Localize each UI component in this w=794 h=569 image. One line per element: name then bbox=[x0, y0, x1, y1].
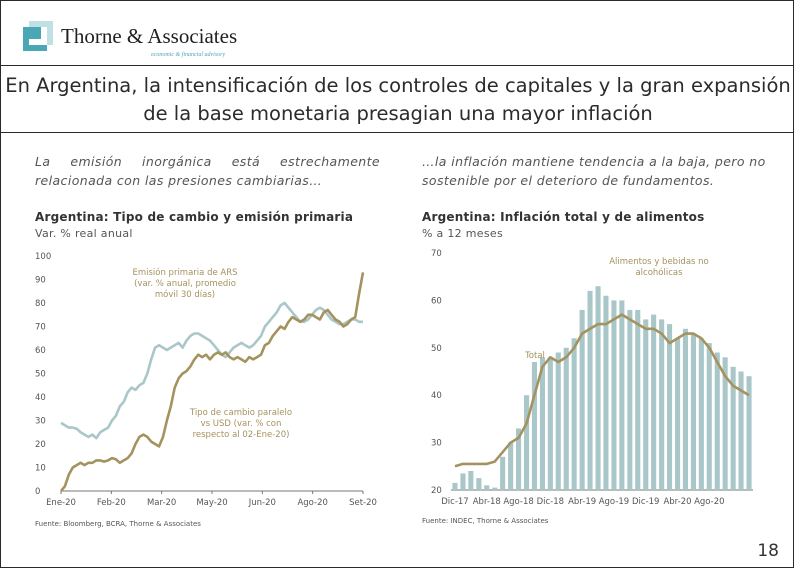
page-number: 18 bbox=[757, 541, 779, 561]
firm-name: Thorne & Associates bbox=[61, 24, 238, 48]
food-inflation-bar bbox=[698, 338, 704, 490]
food-inflation-bar bbox=[595, 286, 601, 490]
x-tick-label: Dic-18 bbox=[537, 497, 564, 507]
x-tick-label: Set-20 bbox=[349, 498, 377, 508]
y-tick-label: 40 bbox=[35, 393, 46, 403]
x-tick-label: Jun-20 bbox=[248, 498, 276, 508]
food-inflation-bar bbox=[460, 473, 466, 490]
right-chart-title: Argentina: Inflación total y de alimento… bbox=[422, 210, 705, 224]
y-tick-label: 20 bbox=[431, 486, 442, 496]
y-tick-label: 60 bbox=[431, 296, 442, 306]
food-inflation-bar bbox=[476, 478, 482, 490]
food-inflation-bar bbox=[659, 319, 665, 490]
food-inflation-bar bbox=[714, 352, 720, 490]
food-inflation-bar bbox=[571, 338, 577, 490]
y-tick-label: 100 bbox=[35, 252, 51, 262]
food-inflation-bar bbox=[675, 338, 681, 490]
right-intro-text: …la inflación mantiene tendencia a la ba… bbox=[422, 154, 766, 188]
food-inflation-bar bbox=[682, 328, 688, 490]
food-inflation-bar bbox=[563, 347, 569, 490]
x-tick-label: Dic-19 bbox=[632, 497, 659, 507]
y-tick-label: 50 bbox=[35, 370, 46, 380]
food-inflation-bar bbox=[539, 357, 545, 490]
food-inflation-bar bbox=[635, 309, 641, 490]
y-tick-label: 40 bbox=[431, 391, 442, 401]
food-inflation-bar bbox=[706, 343, 712, 490]
exchange-rate-annotation: Tipo de cambio paralelo vs USD (var. % co… bbox=[189, 408, 292, 440]
food-inflation-bar bbox=[587, 290, 593, 490]
y-tick-label: 0 bbox=[35, 487, 40, 497]
left-chart-subtitle: Var. % real anual bbox=[35, 227, 133, 240]
x-tick-label: Ene-20 bbox=[46, 498, 76, 508]
food-inflation-bar bbox=[643, 319, 649, 490]
food-inflation-bar bbox=[468, 471, 474, 490]
food-inflation-bar bbox=[730, 366, 736, 490]
food-inflation-bar bbox=[508, 442, 514, 490]
food-inflation-bar bbox=[555, 352, 561, 490]
food-inflation-bar bbox=[619, 300, 625, 490]
food-inflation-bar bbox=[500, 456, 506, 490]
y-tick-label: 10 bbox=[35, 464, 46, 474]
food-inflation-bar bbox=[492, 487, 498, 490]
x-tick-label: Mar-20 bbox=[147, 498, 176, 508]
emission-annotation: Emisión primaria de ARS (var. % anual, pr… bbox=[132, 267, 237, 300]
total-inflation-line bbox=[454, 313, 750, 468]
x-tick-label: May-20 bbox=[196, 498, 227, 508]
firm-tagline: economic & financial advisory bbox=[151, 52, 226, 58]
x-tick-label: Abr-18 bbox=[473, 497, 501, 507]
x-tick-label: Abr-19 bbox=[568, 497, 596, 507]
y-tick-label: 80 bbox=[35, 299, 46, 309]
food-inflation-bar bbox=[651, 314, 657, 490]
x-tick-label: Ago-20 bbox=[694, 497, 724, 507]
food-annotation: Alimentos y bebidas no alcohólicas bbox=[609, 257, 709, 278]
food-inflation-bar bbox=[484, 485, 490, 490]
x-tick-label: Dic-17 bbox=[441, 497, 468, 507]
food-inflation-bar bbox=[516, 428, 522, 490]
food-inflation-bar bbox=[579, 309, 585, 490]
food-inflation-bar bbox=[452, 482, 458, 490]
y-tick-label: 30 bbox=[35, 417, 46, 427]
total-annotation: Total bbox=[524, 351, 545, 361]
food-inflation-bar bbox=[531, 362, 537, 490]
firm-logo-icon bbox=[23, 21, 53, 51]
slide-title: En Argentina, la intensificación de los … bbox=[1, 65, 794, 133]
food-inflation-bar bbox=[627, 309, 633, 490]
y-tick-label: 90 bbox=[35, 276, 46, 286]
y-tick-label: 20 bbox=[35, 440, 46, 450]
right-chart-subtitle: % a 12 meses bbox=[422, 227, 503, 240]
food-inflation-bar bbox=[603, 295, 609, 490]
food-inflation-bar bbox=[722, 357, 728, 490]
food-inflation-bar bbox=[746, 376, 752, 490]
food-inflation-bar bbox=[547, 357, 553, 490]
y-tick-label: 30 bbox=[431, 439, 442, 449]
y-tick-label: 60 bbox=[35, 346, 46, 356]
right-chart-source: Fuente: INDEC, Thorne & Associates bbox=[422, 517, 549, 525]
left-intro-text: La emisión inorgánica está estrechamente… bbox=[35, 154, 380, 188]
series-line-1 bbox=[59, 272, 365, 492]
food-inflation-bar bbox=[611, 300, 617, 490]
left-chart-source: Fuente: Bloomberg, BCRA, Thorne & Associ… bbox=[35, 520, 201, 528]
left-chart-title: Argentina: Tipo de cambio y emisión prim… bbox=[35, 210, 354, 224]
y-tick-label: 70 bbox=[35, 323, 46, 333]
food-inflation-bar bbox=[524, 395, 530, 490]
food-inflation-bar bbox=[738, 371, 744, 490]
y-tick-label: 50 bbox=[431, 344, 442, 354]
food-inflation-bar bbox=[667, 324, 673, 490]
x-tick-label: Ago-18 bbox=[503, 497, 533, 507]
y-tick-label: 70 bbox=[431, 249, 442, 259]
x-tick-label: Ago-19 bbox=[599, 497, 629, 507]
food-inflation-bar bbox=[690, 333, 696, 490]
x-tick-label: Ago-20 bbox=[297, 498, 327, 508]
x-tick-label: Abr-20 bbox=[663, 497, 691, 507]
x-tick-label: Feb-20 bbox=[97, 498, 126, 508]
